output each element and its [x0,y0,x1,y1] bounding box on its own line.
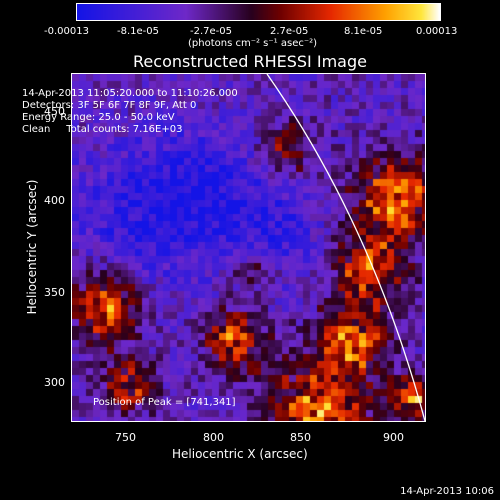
y-tick-400: 400 [44,194,65,207]
peak-position-info: Position of Peak = [741,341] [93,397,236,408]
colorbar-tick-6: 0.00013 [416,26,458,37]
x-tick-750: 750 [115,431,136,444]
colorbar [76,3,441,21]
colorbar-tick-2: -8.1e-05 [117,26,159,37]
y-tick-450: 450 [44,105,65,118]
colorbar-unit: (photons cm⁻² s⁻¹ asec⁻²) [188,38,318,49]
solar-limb-curve [266,74,425,421]
clean-counts-info: Clean Total counts: 7.16E+03 [22,124,183,135]
colorbar-tick-5: 8.1e-05 [344,26,383,37]
detectors-info: Detectors: 3F 5F 6F 7F 8F 9F, Att 0 [22,100,197,111]
colorbar-tick-1: -0.00013 [44,26,89,37]
x-tick-800: 800 [203,431,224,444]
image-plot [71,73,426,422]
energy-range-info: Energy Range: 25.0 - 50.0 keV [22,112,175,123]
x-tick-850: 850 [290,431,311,444]
y-axis-label: Heliocentric Y (arcsec) [25,179,39,315]
colorbar-tick-3: -2.7e-05 [190,26,232,37]
observation-time: 14-Apr-2013 11:05:20.000 to 11:10:26.000 [22,88,238,99]
footer-timestamp: 14-Apr-2013 10:06 [400,486,494,497]
plot-title: Reconstructed RHESSI Image [133,52,367,71]
x-axis-label: Heliocentric X (arcsec) [172,447,308,461]
y-tick-300: 300 [44,376,65,389]
x-tick-900: 900 [383,431,404,444]
rhessi-image [72,74,425,421]
colorbar-tick-4: 2.7e-05 [270,26,309,37]
y-tick-350: 350 [44,286,65,299]
